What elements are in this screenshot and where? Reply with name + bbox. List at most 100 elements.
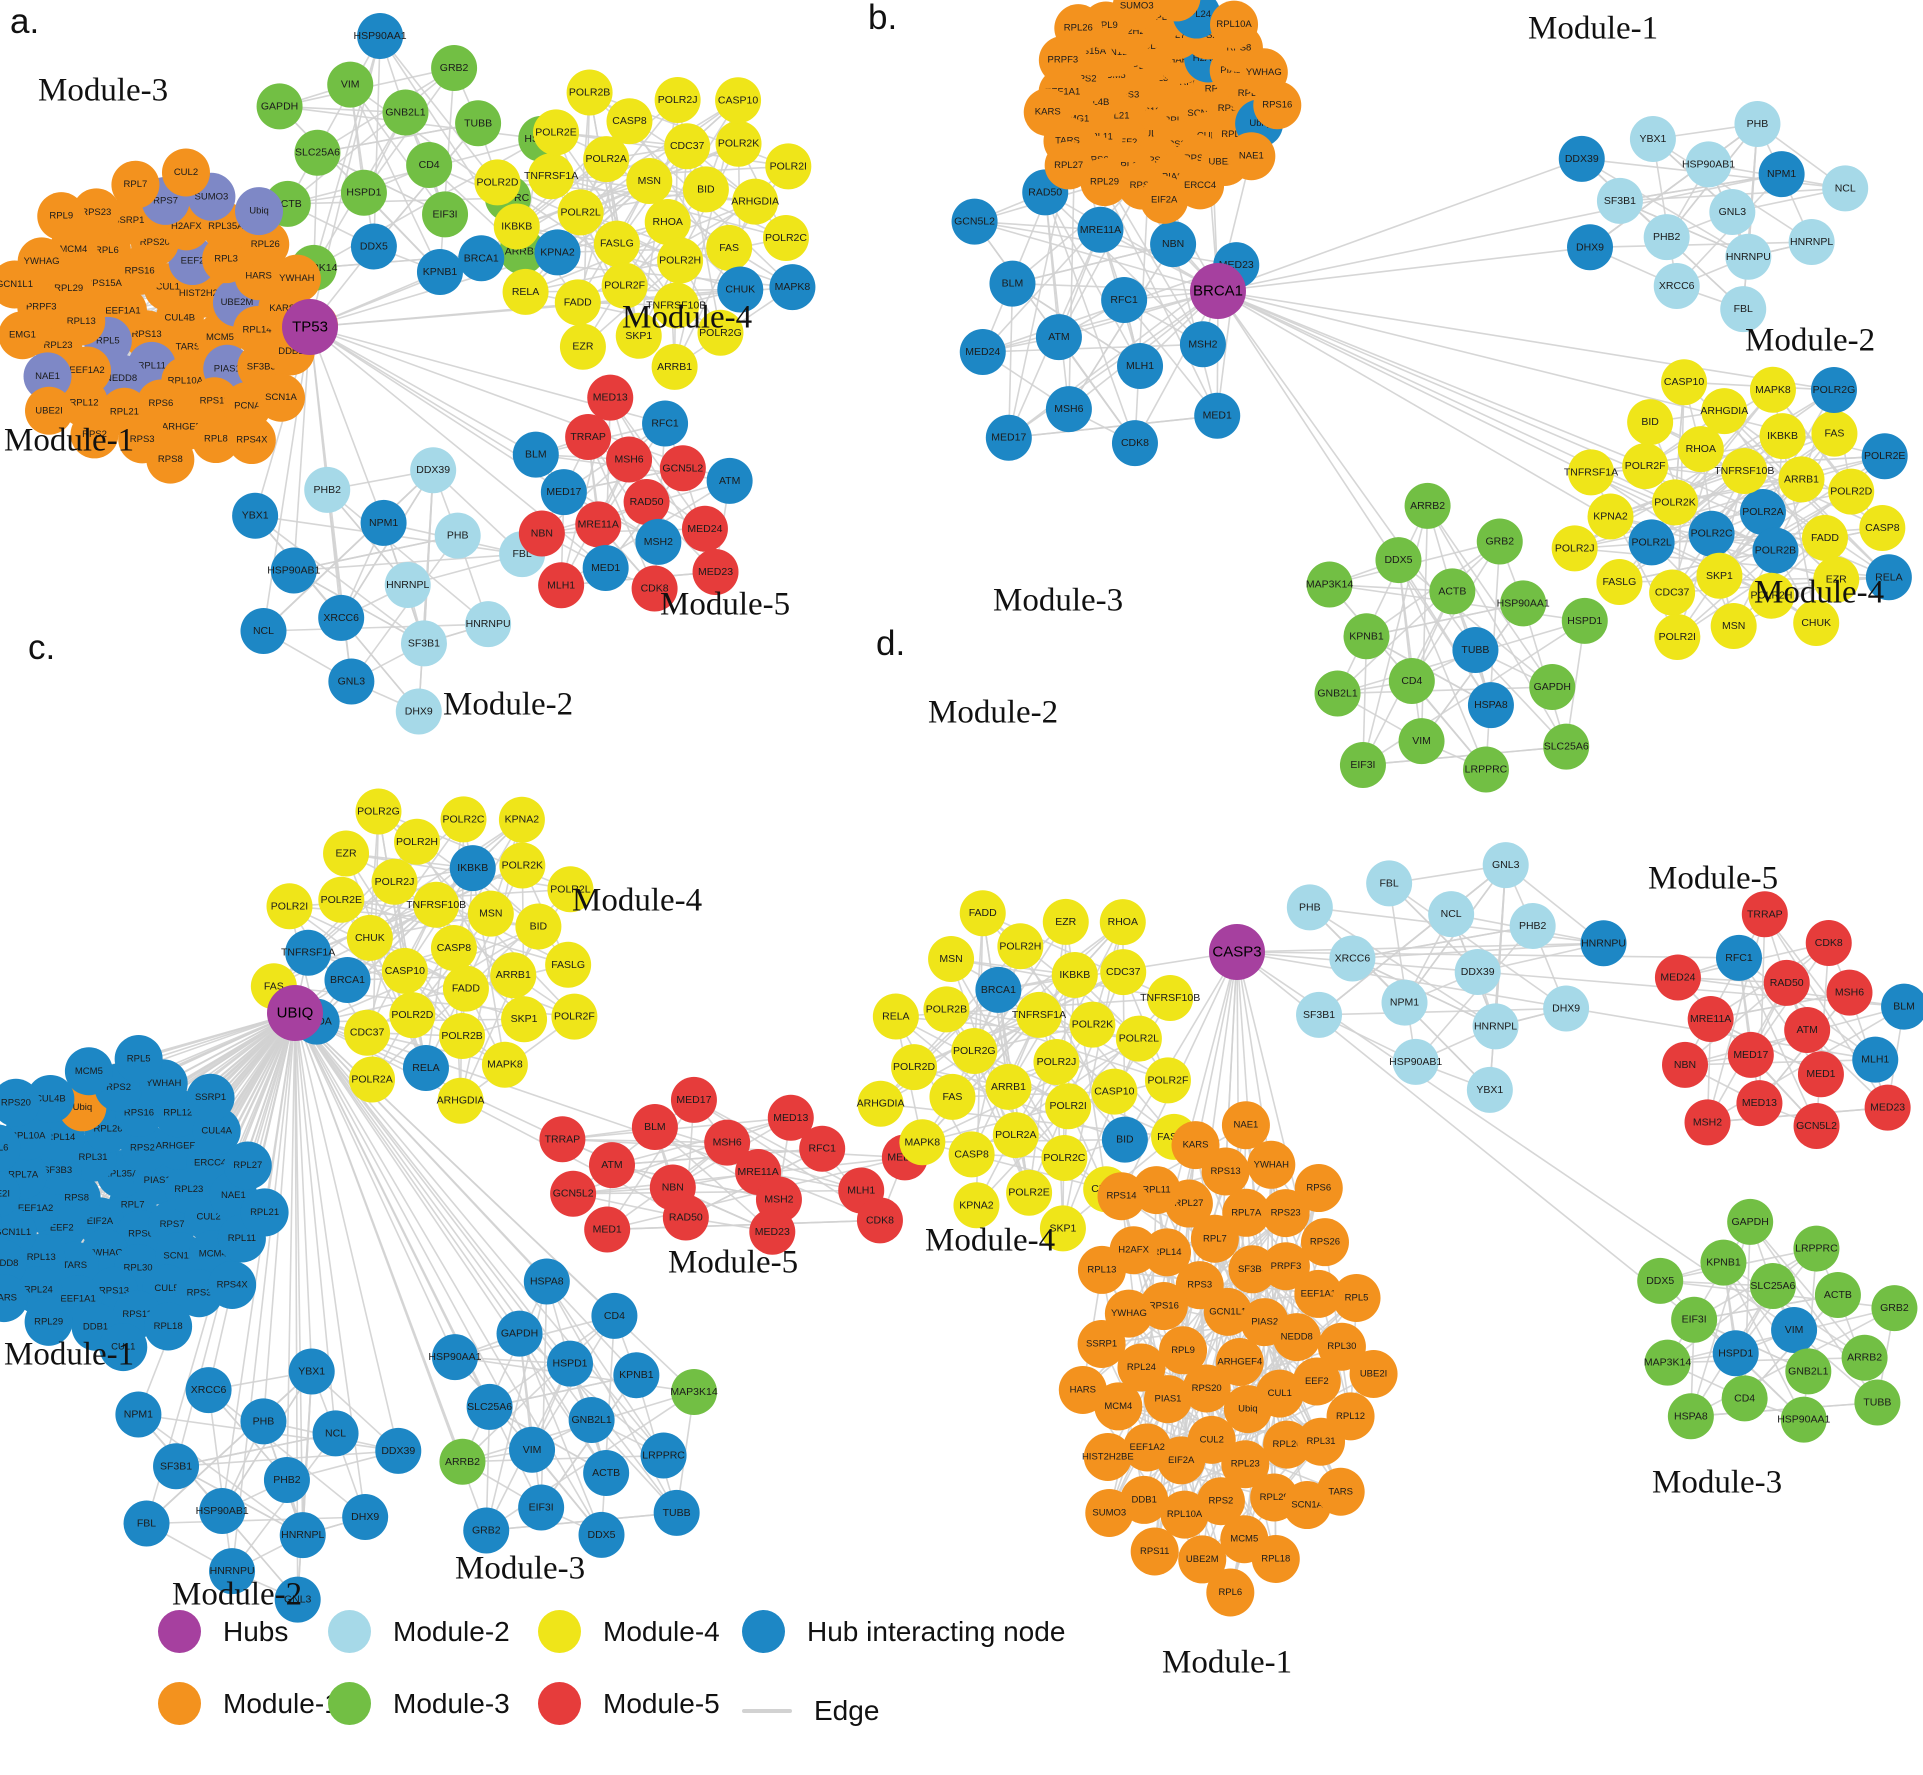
node-POLR2D[interactable]: [891, 1044, 938, 1091]
node-CHUK[interactable]: [346, 914, 393, 961]
node-DDX39[interactable]: [375, 1427, 422, 1474]
node-CD4[interactable]: [591, 1292, 638, 1339]
node-NEDD8[interactable]: [1272, 1313, 1321, 1362]
node-RPL10A[interactable]: [1160, 1490, 1209, 1539]
node-ARHGEF4[interactable]: [1215, 1338, 1264, 1386]
node-GNL3[interactable]: [328, 658, 375, 705]
node-SLC25A6[interactable]: [466, 1383, 513, 1430]
node-MED23[interactable]: [1864, 1084, 1911, 1131]
node-MSN[interactable]: [467, 890, 514, 937]
node-POLR2B[interactable]: [439, 1013, 486, 1060]
node-PCNA[interactable]: [0, 1198, 2, 1246]
node-FASLG[interactable]: [1596, 558, 1643, 605]
node-FBL[interactable]: [1720, 286, 1767, 333]
node-MED1[interactable]: [1194, 392, 1241, 439]
node-UBE2M[interactable]: [1178, 1535, 1227, 1584]
node-EIF2A[interactable]: [1140, 175, 1189, 224]
node-HSPD1[interactable]: [340, 169, 387, 216]
node-MSN[interactable]: [1710, 602, 1757, 649]
node-SSRP1[interactable]: [1077, 1319, 1126, 1368]
node-ARRB2[interactable]: [1404, 482, 1451, 529]
node-POLR2G[interactable]: [355, 788, 402, 835]
node-LRPPRC[interactable]: [1462, 746, 1509, 793]
node-PHB2[interactable]: [1509, 903, 1556, 950]
node-SCN1A[interactable]: [256, 373, 305, 422]
node-ARRB2[interactable]: [1841, 1334, 1888, 1381]
node-Ubiq[interactable]: [235, 187, 284, 236]
node-FAS[interactable]: [1811, 410, 1858, 457]
node-ARRB1[interactable]: [651, 343, 698, 390]
node-POLR2J[interactable]: [371, 858, 418, 905]
node-RHOA[interactable]: [644, 199, 691, 245]
node-EZR[interactable]: [1042, 898, 1089, 945]
node-VIM[interactable]: [1398, 718, 1445, 765]
node-PRPF3[interactable]: [1261, 1242, 1310, 1291]
node-FASLG[interactable]: [593, 220, 640, 267]
node-TNFRSF10B[interactable]: [1721, 447, 1768, 494]
node-CDK8[interactable]: [631, 565, 678, 612]
node-XRCC6[interactable]: [1329, 935, 1376, 982]
node-DDX5[interactable]: [1375, 537, 1422, 584]
node-KARS[interactable]: [1023, 88, 1072, 137]
node-KPNA2[interactable]: [498, 796, 545, 843]
node-ATM[interactable]: [706, 457, 753, 504]
node-POLR2G[interactable]: [1810, 367, 1857, 414]
node-MED1[interactable]: [584, 1206, 631, 1253]
node-TNFRSF1A[interactable]: [1016, 991, 1063, 1038]
node-TUBB[interactable]: [1854, 1379, 1901, 1426]
node-XRCC6[interactable]: [185, 1367, 232, 1414]
node-NPM1[interactable]: [1381, 979, 1428, 1026]
node-HSP90AA1[interactable]: [1780, 1396, 1827, 1443]
node-GAPDH[interactable]: [256, 83, 303, 130]
node-POLR2L[interactable]: [1115, 1015, 1162, 1062]
node-RPL13[interactable]: [1077, 1245, 1126, 1294]
node-POLR2F[interactable]: [551, 993, 598, 1040]
node-BLM[interactable]: [631, 1104, 678, 1151]
node-MLH1[interactable]: [1117, 343, 1164, 390]
node-BRCA1[interactable]: [324, 957, 371, 1004]
node-POLR2L[interactable]: [1628, 519, 1675, 566]
node-RPL8[interactable]: [191, 415, 240, 464]
node-ARHGDIA[interactable]: [1701, 388, 1748, 435]
node-RELA[interactable]: [402, 1044, 449, 1091]
node-RPS4X[interactable]: [208, 1261, 257, 1310]
node-POLR2K[interactable]: [1069, 1001, 1116, 1048]
node-HSPD1[interactable]: [547, 1340, 594, 1387]
node-MAPK8[interactable]: [899, 1119, 946, 1166]
node-FAS[interactable]: [706, 224, 753, 271]
node-CASP8[interactable]: [606, 98, 653, 145]
node-SF3B1[interactable]: [400, 620, 447, 667]
node-MAP3K14[interactable]: [1306, 561, 1353, 608]
node-GCN1L1[interactable]: [0, 260, 39, 309]
node-RPL21[interactable]: [240, 1188, 289, 1237]
node-BRCA1[interactable]: [458, 235, 505, 282]
node-IKBKB[interactable]: [1759, 413, 1806, 460]
node-POLR2C[interactable]: [762, 214, 809, 261]
node-MED17[interactable]: [670, 1076, 717, 1123]
node-GNL3[interactable]: [1482, 842, 1529, 889]
node-SKP1[interactable]: [501, 996, 548, 1043]
node-RHOA[interactable]: [1677, 426, 1724, 473]
node-POLR2I[interactable]: [1654, 613, 1701, 660]
node-SLC25A6[interactable]: [294, 129, 341, 176]
node-GCN5L2[interactable]: [951, 198, 998, 245]
node-ARRB1[interactable]: [1778, 456, 1825, 503]
node-POLR2J[interactable]: [654, 77, 701, 124]
node-POLR2L[interactable]: [547, 866, 594, 913]
node-RAD50[interactable]: [662, 1194, 709, 1241]
node-POLR2I[interactable]: [266, 883, 313, 930]
node-POLR2F[interactable]: [1144, 1057, 1191, 1104]
node-HNRNPL[interactable]: [1472, 1003, 1519, 1050]
node-RPS20[interactable]: [0, 1078, 40, 1127]
node-RHOA[interactable]: [1099, 899, 1146, 946]
node-MSH6[interactable]: [606, 436, 653, 483]
node-CASP10[interactable]: [715, 77, 762, 124]
node-MED17[interactable]: [540, 469, 587, 516]
node-HSP90AB1[interactable]: [1685, 141, 1732, 188]
node-CDC37[interactable]: [1100, 949, 1147, 996]
node-HNRNPU[interactable]: [1580, 920, 1627, 967]
node-POLR2B[interactable]: [1752, 527, 1799, 574]
node-RPL23[interactable]: [1221, 1440, 1270, 1489]
node-ARRB1[interactable]: [490, 952, 537, 999]
node-TNFRSF1A[interactable]: [1568, 449, 1615, 496]
